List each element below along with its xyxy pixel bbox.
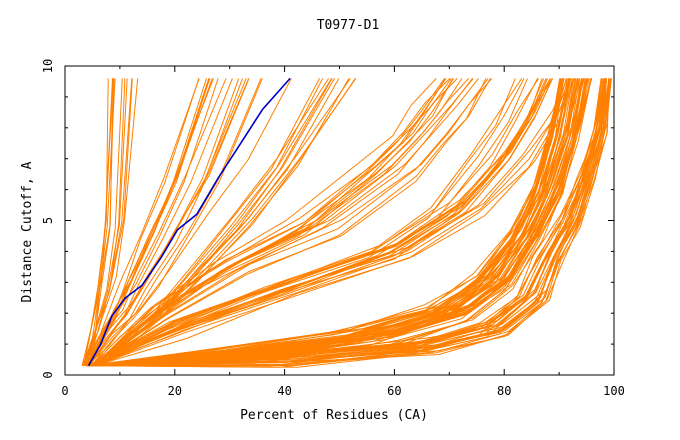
series-line [86,78,213,366]
x-tick-label: 80 [497,384,511,398]
series-line [81,78,114,366]
series-line [84,78,133,366]
series-line [89,78,565,367]
series-line [93,78,452,367]
series-line [90,78,540,367]
y-axis-label: Distance Cutoff, A [20,161,35,302]
series-line [93,78,612,367]
series-line [93,78,610,367]
y-axis-ticks: 0 5 10 [41,59,614,379]
series-line [86,78,227,366]
x-tick-label: 100 [603,384,625,398]
series-line [92,78,479,367]
series-line [93,78,554,367]
series-line [94,78,553,367]
series-line [93,78,606,367]
x-axis-label: Percent of Residues (CA) [240,408,428,423]
series-line [92,78,473,367]
series-line [81,78,113,366]
series-line [84,78,200,366]
y-tick-label: 5 [41,217,55,224]
x-tick-label: 0 [61,384,68,398]
series-line [90,78,552,367]
series-line [89,78,564,367]
y-tick-label: 0 [41,371,55,378]
series-line [91,78,592,367]
series-line [94,78,567,367]
series-line [90,78,447,367]
highlight-series-line [87,77,291,367]
chart-title: T0977-D1 [317,18,380,33]
y-tick-label: 10 [41,59,55,73]
series-line [88,78,250,366]
highlight-layer [87,77,291,367]
series-line [90,78,547,367]
series-line [91,78,588,367]
series-line [88,78,292,367]
series-line [92,78,474,367]
x-tick-label: 40 [277,384,291,398]
series-line [91,78,263,367]
series-line [85,78,561,367]
series-line [90,78,437,367]
series-line [92,78,545,367]
series-line [92,78,553,367]
series-line [90,78,528,367]
series-layer [81,78,612,368]
series-line [96,78,612,367]
series-line [94,78,487,367]
series-line [87,78,523,367]
x-tick-label: 60 [387,384,401,398]
series-line [87,78,603,367]
series-line [89,78,603,367]
series-line [89,78,586,367]
series-line [92,78,451,367]
x-axis-ticks: 0 20 40 60 80 100 [61,66,625,398]
series-line [93,78,588,367]
series-line [89,78,455,367]
series-line [90,78,525,367]
series-line [85,78,211,366]
series-line [91,78,463,367]
series-line [88,78,572,367]
series-line [83,78,109,366]
series-line [88,78,571,367]
series-line [89,78,454,367]
x-tick-label: 20 [168,384,182,398]
series-line [87,78,139,366]
